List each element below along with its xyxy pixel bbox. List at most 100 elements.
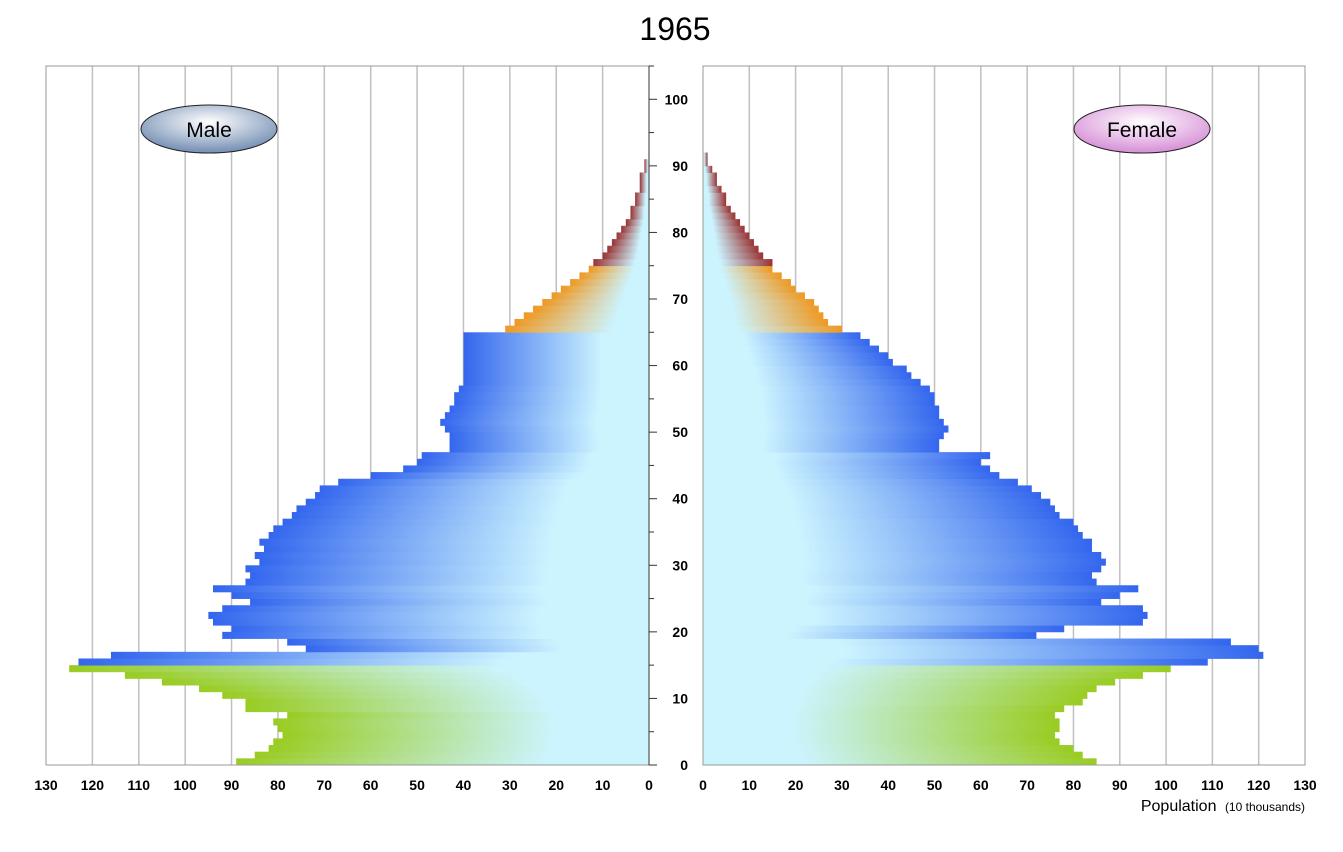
female-bar-age-28: [703, 571, 1092, 579]
chart-title: 1965: [639, 11, 710, 47]
age-tick-label: 20: [672, 624, 688, 640]
male-bar-age-84: [635, 199, 649, 207]
male-bar-age-16: [110, 651, 649, 659]
legend-male-swatch: [140, 104, 278, 154]
male-x-tick-label: 120: [81, 777, 105, 793]
female-bar-age-79: [703, 232, 750, 240]
male-bar-age-48: [449, 438, 649, 446]
female-bar-age-5: [703, 725, 1060, 733]
male-bar-age-76: [602, 252, 649, 260]
male-bar-age-0: [236, 758, 649, 766]
male-bar-age-49: [449, 432, 649, 440]
female-bar-age-91: [703, 152, 708, 160]
male-bar-age-28: [250, 571, 650, 579]
male-bar-age-31: [254, 551, 649, 560]
female-bar-age-66: [703, 318, 829, 327]
female-bar-age-32: [703, 545, 1092, 553]
female-bar-age-25: [703, 591, 1120, 599]
male-bar-age-64: [463, 332, 649, 340]
male-bar-age-51: [440, 418, 649, 426]
male-bar-age-69: [542, 299, 649, 307]
male-bar-age-90: [644, 159, 649, 167]
female-bar-age-44: [703, 465, 991, 473]
female-bar-age-12: [703, 678, 1116, 686]
male-bar-age-38: [296, 505, 649, 513]
legend-female-label: Female: [1107, 119, 1177, 142]
female-bar-age-67: [703, 312, 824, 320]
male-bar-age-39: [305, 498, 649, 506]
female-bar-age-42: [703, 478, 1018, 486]
male-bar-age-5: [277, 725, 649, 733]
female-bar-age-45: [703, 458, 981, 466]
male-bar-age-63: [463, 338, 649, 346]
female-x-tick-label: 0: [699, 777, 707, 793]
age-tick-label: 40: [672, 491, 688, 507]
female-bar-age-52: [703, 412, 940, 420]
female-bar-age-41: [703, 485, 1032, 493]
male-bar-age-81: [625, 219, 649, 227]
legend-male-label: Male: [186, 119, 232, 142]
male-x-tick-labels: 0 10 20 30 40 50 60 70 80 90 100 110 120 130: [34, 777, 653, 793]
male-x-tick-label: 40: [456, 777, 472, 793]
female-bar-age-34: [703, 532, 1083, 540]
female-bar-age-11: [703, 685, 1097, 693]
female-bar-age-84: [703, 199, 727, 207]
age-tick-label: 50: [672, 424, 688, 440]
female-bar-age-61: [703, 352, 889, 360]
male-bar-age-87: [639, 179, 649, 187]
male-bar-age-10: [222, 691, 649, 699]
female-x-tick-label: 30: [834, 777, 850, 793]
male-bar-age-24: [250, 598, 650, 606]
male-bar-age-57: [463, 378, 649, 386]
age-tick-label: 70: [672, 291, 688, 307]
male-bar-age-62: [463, 345, 649, 353]
female-bar-age-64: [703, 332, 861, 340]
male-bar-age-74: [588, 265, 649, 273]
female-x-tick-label: 130: [1293, 777, 1317, 793]
male-bar-age-18: [287, 638, 649, 646]
female-bar-age-55: [703, 392, 935, 400]
age-tick-label: 10: [672, 690, 688, 706]
female-bar-age-6: [703, 718, 1060, 726]
male-gridlines: [91, 66, 604, 765]
female-bar-age-74: [703, 265, 773, 273]
male-bar-age-33: [259, 538, 649, 546]
female-bar-age-53: [703, 405, 940, 413]
male-bar-age-13: [124, 671, 650, 679]
male-bar-age-34: [268, 532, 649, 540]
female-x-tick-label: 40: [880, 777, 896, 793]
female-bar-age-68: [703, 305, 819, 313]
female-bar-age-23: [703, 605, 1143, 613]
male-bar-age-55: [454, 392, 649, 400]
age-tick-label: 90: [672, 158, 688, 174]
female-bar-age-54: [703, 398, 935, 406]
male-bar-age-79: [616, 232, 649, 240]
female-bar-age-15: [703, 658, 1208, 666]
female-plot-frame: [702, 65, 1306, 766]
age-tick-label: 60: [672, 358, 688, 374]
female-x-tick-label: 100: [1154, 777, 1178, 793]
male-bar-age-66: [514, 318, 649, 327]
male-bar-age-35: [273, 525, 649, 533]
female-x-tick-label: 20: [788, 777, 804, 793]
male-bar-age-3: [273, 738, 649, 746]
female-bar-age-47: [703, 445, 940, 453]
male-bar-age-70: [551, 292, 649, 300]
male-bar-age-8: [245, 705, 649, 713]
male-x-tick-label: 10: [595, 777, 611, 793]
male-bar-age-54: [454, 398, 649, 406]
male-bar-age-15: [78, 658, 649, 666]
male-bar-age-56: [458, 385, 649, 393]
male-bar-age-83: [630, 205, 649, 213]
male-bar-age-80: [621, 225, 649, 233]
female-bar-age-19: [703, 631, 1037, 639]
female-bar-age-2: [703, 745, 1074, 753]
female-bars: [703, 152, 1264, 766]
female-bar-age-26: [703, 585, 1139, 593]
female-x-tick-label: 70: [1019, 777, 1035, 793]
female-bar-age-7: [703, 711, 1055, 719]
female-x-tick-label: 120: [1247, 777, 1271, 793]
female-x-tick-label: 10: [742, 777, 758, 793]
x-axis-unit: (10 thousands): [1225, 800, 1305, 814]
